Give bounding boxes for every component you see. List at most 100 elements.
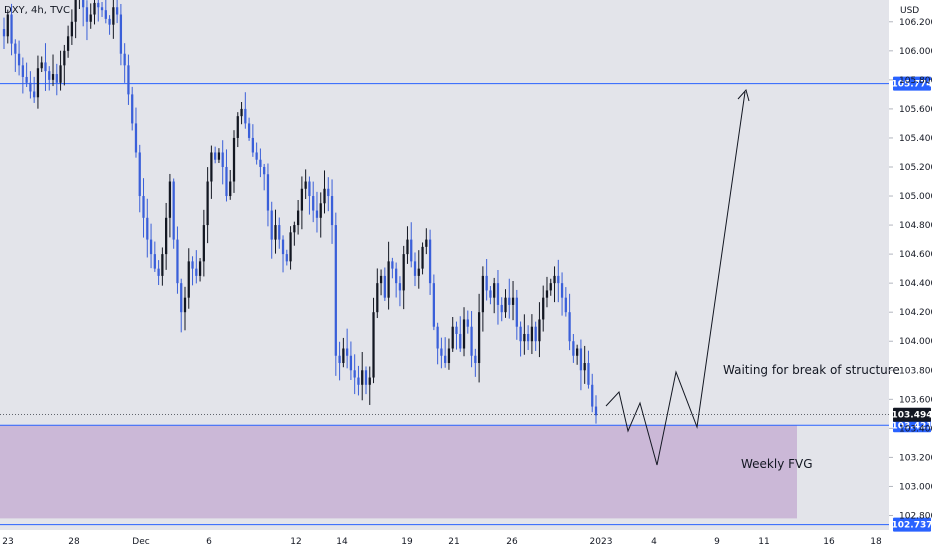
candle-body[interactable] xyxy=(417,268,420,276)
candle-body[interactable] xyxy=(210,152,213,182)
candle-body[interactable] xyxy=(576,348,579,356)
candle-body[interactable] xyxy=(247,123,251,138)
candle-body[interactable] xyxy=(319,203,322,218)
candle-body[interactable] xyxy=(55,74,58,83)
candle-body[interactable] xyxy=(383,275,386,298)
candle-body[interactable] xyxy=(542,297,545,320)
candle-body[interactable] xyxy=(263,166,266,175)
candle-body[interactable] xyxy=(161,254,164,276)
candle-body[interactable] xyxy=(436,326,439,349)
candle-body[interactable] xyxy=(123,53,126,66)
candle-body[interactable] xyxy=(21,65,24,77)
candle-body[interactable] xyxy=(440,348,443,356)
candle-body[interactable] xyxy=(364,370,368,385)
candle-body[interactable] xyxy=(89,14,92,22)
candle-body[interactable] xyxy=(2,29,6,37)
candle-body[interactable] xyxy=(119,14,123,54)
fvg-zone[interactable] xyxy=(0,425,797,519)
candle-body[interactable] xyxy=(40,62,43,69)
price-axis[interactable] xyxy=(889,0,932,550)
candle-body[interactable] xyxy=(587,363,590,385)
candle-body[interactable] xyxy=(425,239,428,247)
candle-body[interactable] xyxy=(36,68,40,98)
candle-body[interactable] xyxy=(530,326,534,342)
candle-body[interactable] xyxy=(444,355,447,364)
candle-body[interactable] xyxy=(236,116,239,138)
candle-body[interactable] xyxy=(217,152,221,160)
candle-body[interactable] xyxy=(583,363,586,371)
candle-body[interactable] xyxy=(48,71,51,80)
candle-body[interactable] xyxy=(496,283,500,305)
candle-body[interactable] xyxy=(459,333,462,349)
candle-body[interactable] xyxy=(214,152,217,160)
candle-body[interactable] xyxy=(115,7,119,15)
candle-body[interactable] xyxy=(225,166,228,197)
candle-body[interactable] xyxy=(191,261,194,269)
candle-body[interactable] xyxy=(206,181,209,226)
candle-body[interactable] xyxy=(346,348,349,356)
candle-body[interactable] xyxy=(296,210,300,226)
candle-body[interactable] xyxy=(59,65,62,83)
candle-body[interactable] xyxy=(323,188,326,204)
candle-body[interactable] xyxy=(146,217,149,240)
candle-body[interactable] xyxy=(44,62,47,72)
candle-body[interactable] xyxy=(330,196,334,226)
candle-body[interactable] xyxy=(255,152,258,160)
candle-body[interactable] xyxy=(66,36,70,51)
candle-body[interactable] xyxy=(93,2,96,15)
candle-body[interactable] xyxy=(504,297,507,313)
candle-body[interactable] xyxy=(308,181,311,197)
candle-body[interactable] xyxy=(406,239,409,255)
candle-body[interactable] xyxy=(553,275,556,284)
candle-body[interactable] xyxy=(10,14,13,44)
candle-body[interactable] xyxy=(14,43,17,54)
candle-body[interactable] xyxy=(432,283,435,327)
candle-body[interactable] xyxy=(289,232,292,262)
candle-body[interactable] xyxy=(149,239,153,255)
candle-body[interactable] xyxy=(293,225,296,233)
candle-body[interactable] xyxy=(327,188,330,197)
projection-path[interactable] xyxy=(605,91,746,466)
candle-body[interactable] xyxy=(195,268,198,276)
candle-body[interactable] xyxy=(232,137,236,182)
candle-body[interactable] xyxy=(202,225,205,262)
candle-body[interactable] xyxy=(25,76,28,83)
candle-body[interactable] xyxy=(259,159,262,167)
candle-body[interactable] xyxy=(338,355,341,364)
candle-body[interactable] xyxy=(402,254,405,291)
candle-body[interactable] xyxy=(281,239,285,255)
candle-body[interactable] xyxy=(112,7,115,25)
candle-body[interactable] xyxy=(304,181,307,189)
candle-body[interactable] xyxy=(557,275,560,284)
candle-body[interactable] xyxy=(421,246,424,269)
candle-body[interactable] xyxy=(462,319,466,349)
candle-body[interactable] xyxy=(6,14,9,37)
candle-body[interactable] xyxy=(379,275,383,284)
candle-body[interactable] xyxy=(523,333,526,342)
candle-body[interactable] xyxy=(108,18,111,25)
candle-body[interactable] xyxy=(474,355,477,364)
candle-body[interactable] xyxy=(278,225,281,240)
candle-body[interactable] xyxy=(511,297,515,305)
candle-body[interactable] xyxy=(413,261,417,276)
time-axis[interactable] xyxy=(0,530,889,550)
candle-body[interactable] xyxy=(187,261,190,298)
candle-body[interactable] xyxy=(127,65,130,95)
candle-body[interactable] xyxy=(500,304,503,313)
candle-body[interactable] xyxy=(519,326,522,342)
candle-body[interactable] xyxy=(176,239,179,284)
candle-body[interactable] xyxy=(312,196,315,211)
candle-body[interactable] xyxy=(470,326,473,356)
candle-body[interactable] xyxy=(398,283,402,291)
candle-body[interactable] xyxy=(342,348,345,364)
candle-body[interactable] xyxy=(240,108,243,117)
candle-body[interactable] xyxy=(157,268,160,276)
candle-body[interactable] xyxy=(579,348,583,371)
candle-body[interactable] xyxy=(410,239,413,262)
candle-body[interactable] xyxy=(395,268,398,284)
candle-body[interactable] xyxy=(180,283,183,313)
candle-body[interactable] xyxy=(165,217,168,255)
candle-body[interactable] xyxy=(153,254,156,269)
candle-body[interactable] xyxy=(142,196,145,218)
candle-body[interactable] xyxy=(74,0,77,22)
